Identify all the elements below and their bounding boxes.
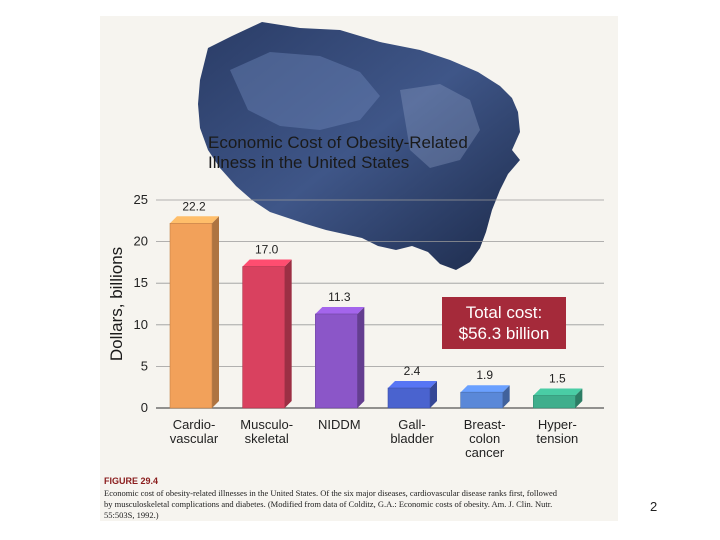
category-labels: Cardio-vascular Musculo-skeletal NIDDM Gall… [170, 417, 579, 460]
gridlines [156, 199, 604, 409]
bars [169, 216, 583, 409]
value-label: 17.0 [255, 243, 279, 257]
value-label: 11.3 [328, 290, 351, 304]
category-label: Cardio- [173, 417, 216, 432]
category-label: colon [469, 431, 500, 446]
bar-top [533, 388, 583, 396]
bar-top [315, 306, 365, 314]
category-label: vascular [170, 431, 219, 446]
caption-line2: by musculoskeletal complications and dia… [104, 499, 552, 509]
map-highlight [400, 84, 480, 168]
bar-side [357, 306, 365, 408]
category-label: cancer [465, 445, 505, 460]
value-label: 1.5 [549, 372, 566, 386]
callout-line2: $56.3 billion [459, 324, 550, 343]
caption-line3: 55:503S, 1992.) [104, 510, 159, 520]
bar-side [430, 381, 437, 408]
page-number: 2 [650, 499, 657, 514]
chart-title-line2: Illness in the United States [208, 153, 409, 172]
bar-side [212, 216, 219, 408]
callout-line1: Total cost: [466, 303, 543, 322]
category-label: Hyper- [538, 417, 577, 432]
bar [242, 266, 285, 409]
y-tick-label: 15 [134, 275, 148, 290]
category-label: skeletal [245, 431, 289, 446]
value-label: 2.4 [404, 364, 421, 378]
bar-side [575, 388, 583, 408]
category-label: bladder [390, 431, 434, 446]
caption-line1: Economic cost of obesity-related illness… [104, 488, 558, 498]
bar [460, 391, 503, 409]
us-map-silhouette [198, 22, 520, 270]
total-cost-callout: Total cost: $56.3 billion [442, 297, 566, 349]
category-label: NIDDM [318, 417, 361, 432]
y-axis-ticks: 0 5 10 15 20 25 [134, 192, 148, 415]
y-tick-label: 0 [141, 400, 148, 415]
y-tick-label: 5 [141, 358, 148, 373]
figure-caption: FIGURE 29.4 Economic cost of obesity-rel… [104, 476, 558, 520]
chart-title-line1: Economic Cost of Obesity-Related [208, 133, 468, 152]
callout-box [442, 297, 566, 349]
y-tick-label: 20 [134, 234, 148, 249]
category-label: tension [536, 431, 578, 446]
bar-top [460, 385, 510, 393]
bar-top [388, 381, 437, 389]
bar [169, 222, 213, 409]
value-labels: 22.2 17.0 11.3 2.4 1.9 1.5 [182, 199, 566, 385]
bar-side [284, 259, 292, 408]
caption-label: FIGURE 29.4 [104, 476, 158, 486]
category-label: Breast- [464, 417, 506, 432]
y-axis-label: Dollars, billions [107, 247, 126, 361]
y-tick-label: 10 [134, 317, 148, 332]
bar-side [502, 385, 510, 408]
value-label: 1.9 [476, 368, 493, 382]
bar-top [170, 216, 219, 224]
category-label: Musculo- [240, 417, 293, 432]
bar [533, 395, 576, 409]
map-highlight [230, 52, 380, 130]
value-label: 22.2 [182, 199, 206, 213]
bar [387, 387, 431, 409]
bar [315, 313, 358, 409]
category-label: Gall- [398, 417, 425, 432]
y-tick-label: 25 [134, 192, 148, 207]
bar-top [242, 259, 292, 267]
